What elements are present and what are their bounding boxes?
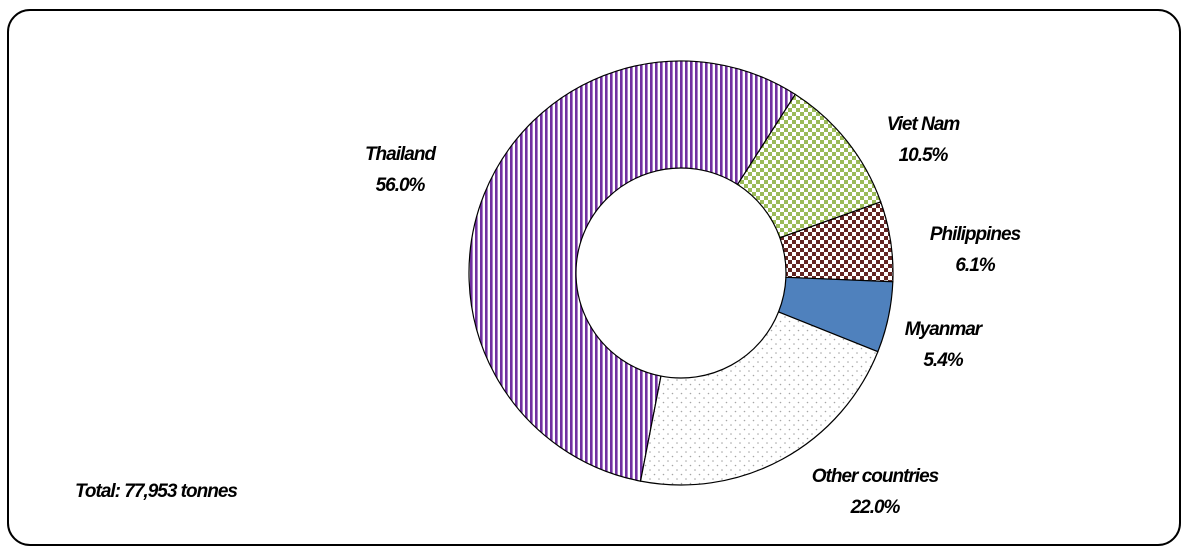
slice-value-label: 22.0% [850, 497, 901, 518]
slice-label: Philippines [930, 224, 1021, 245]
slice-value-label: 10.5% [899, 145, 949, 166]
slice-label: Other countries [812, 466, 939, 487]
slice-value-label: 5.4% [923, 350, 963, 371]
slice-value-label: 6.1% [955, 255, 995, 276]
donut-slice [468, 60, 797, 482]
slice-label: Thailand [365, 144, 437, 165]
slice-value-label: 56.0% [376, 175, 426, 196]
slice-label: Viet Nam [887, 114, 961, 135]
chart-border [7, 9, 1181, 546]
slice-label: Myanmar [905, 319, 984, 340]
donut-slice [639, 311, 879, 486]
annotation: Total: 77,953 tonnes [75, 481, 237, 502]
